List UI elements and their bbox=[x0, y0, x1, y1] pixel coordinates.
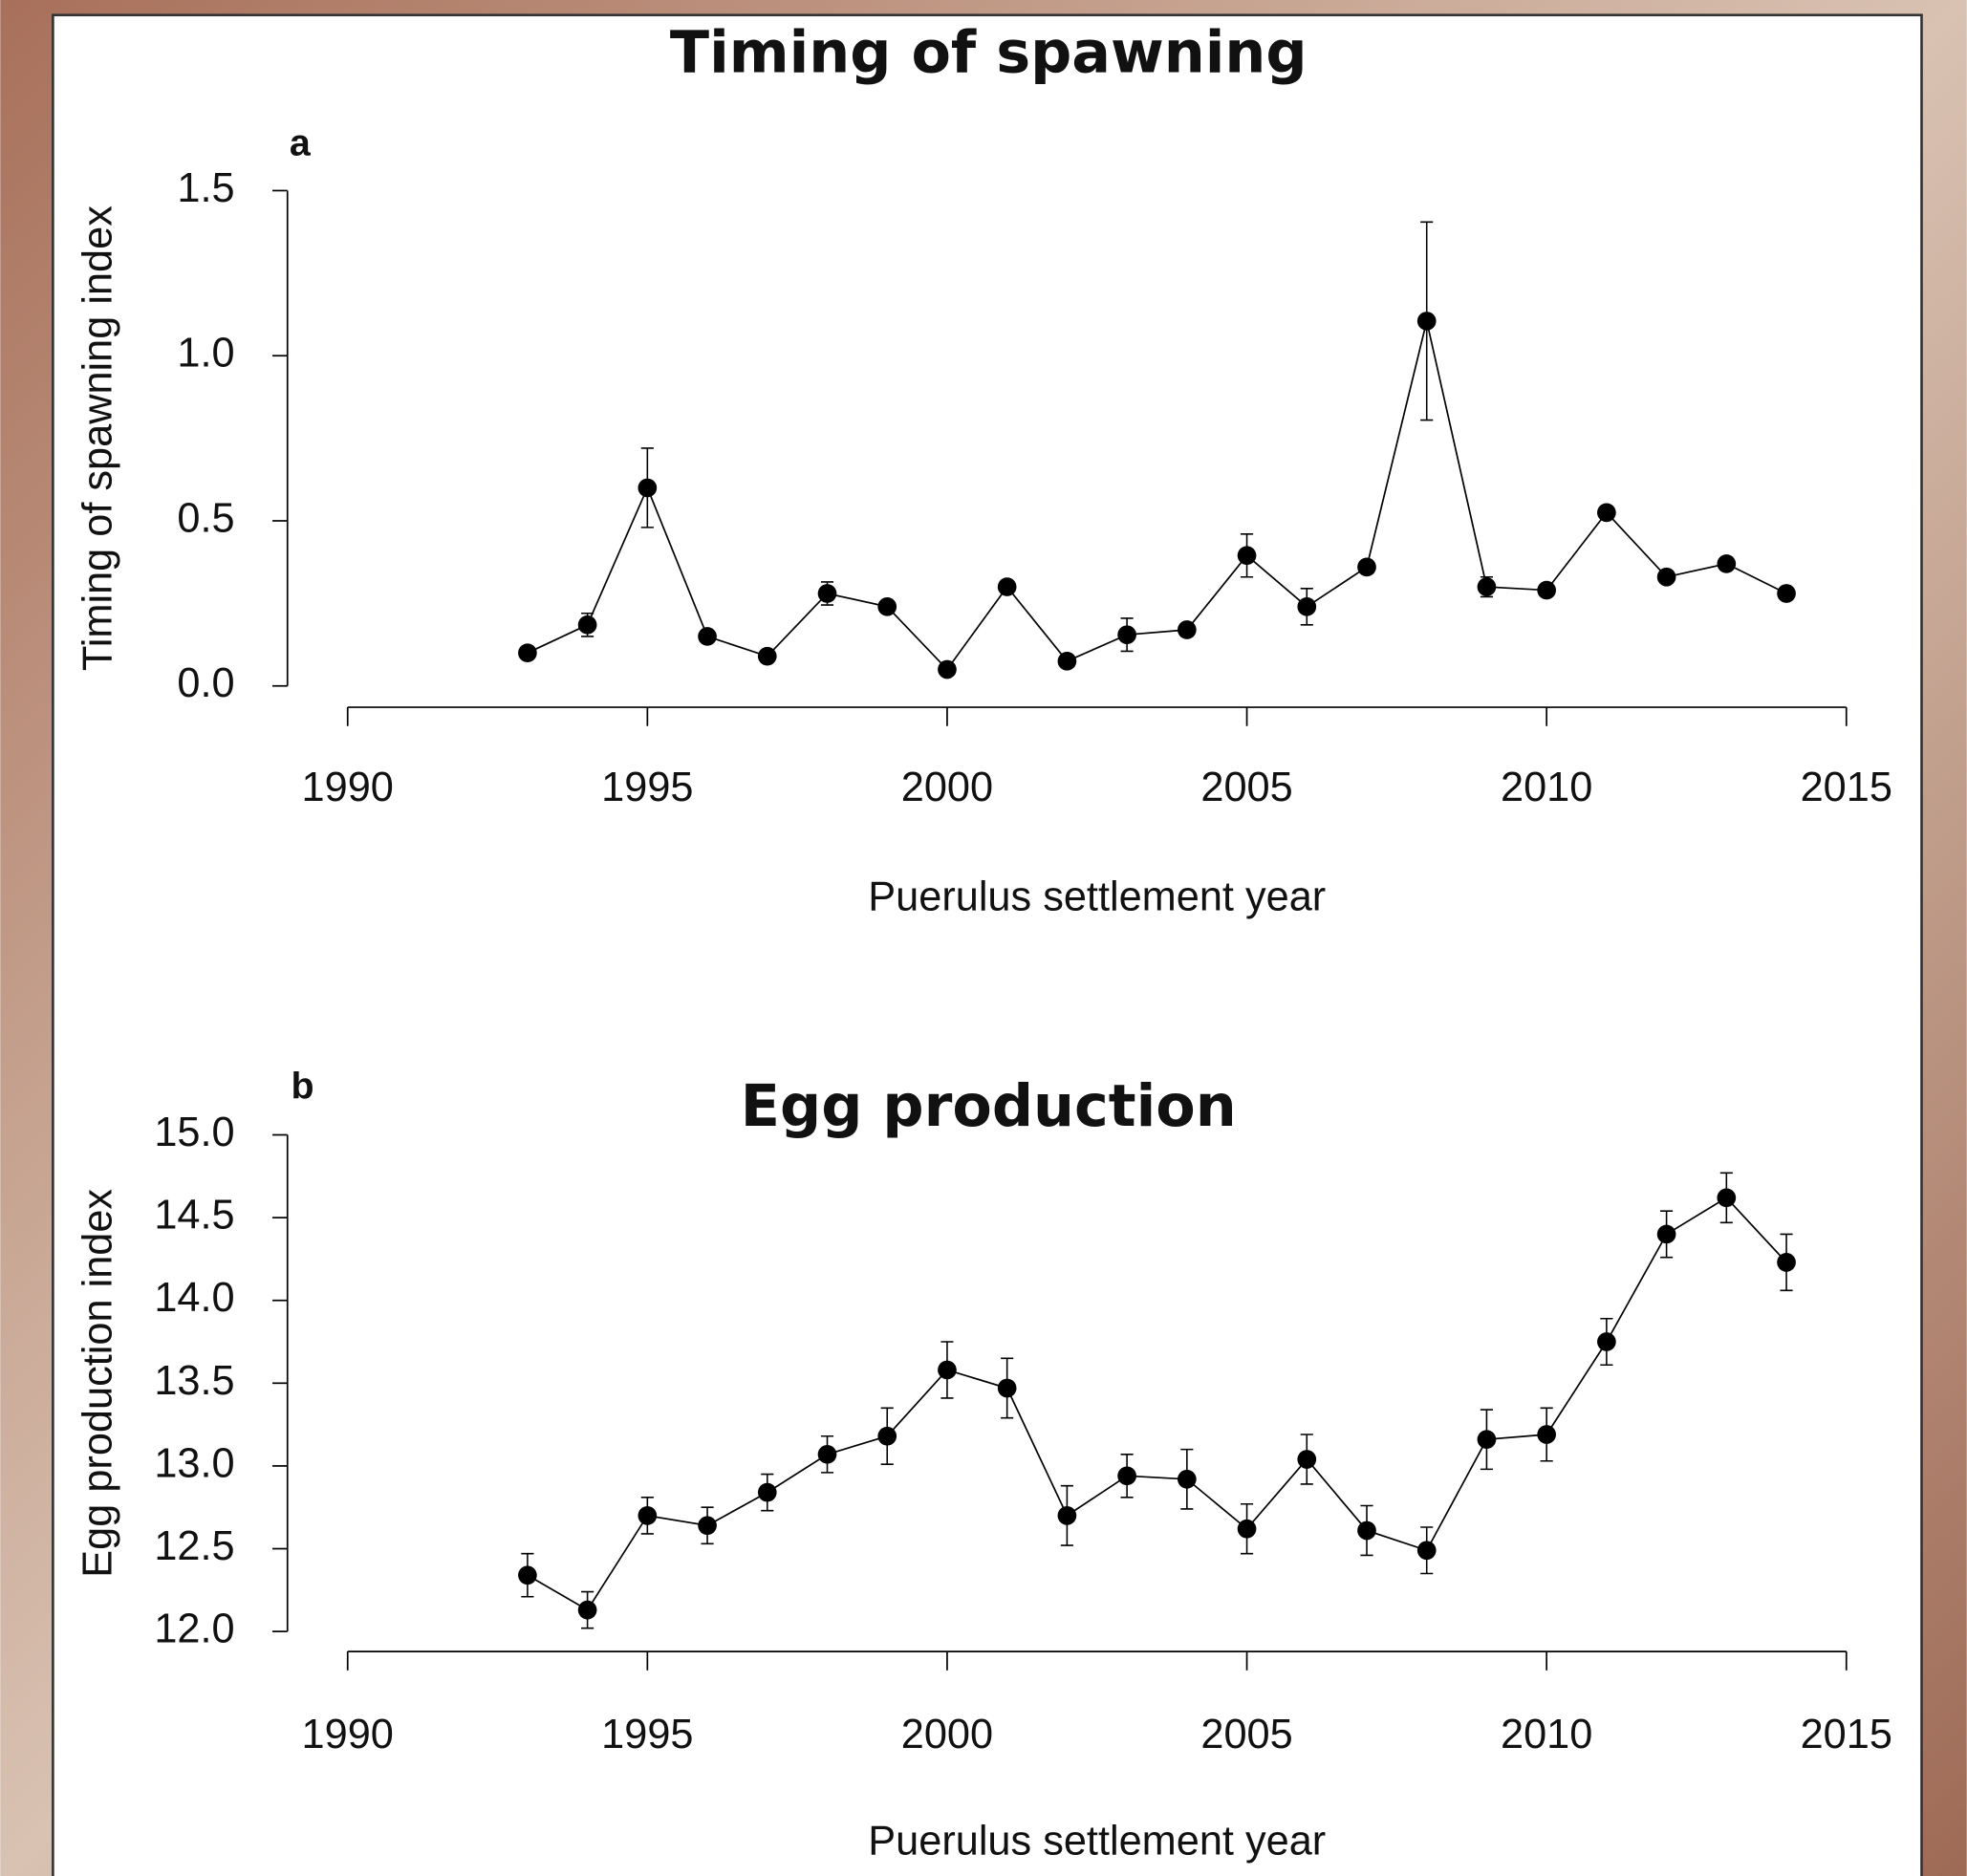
y-tick-label: 0.5 bbox=[177, 495, 234, 541]
data-point bbox=[1417, 1541, 1437, 1560]
y-axis-label: Timing of spawning index bbox=[76, 205, 121, 671]
data-point bbox=[518, 643, 537, 662]
data-point bbox=[938, 660, 957, 679]
figure: Timing of spawning a Puerulus settlement y… bbox=[0, 0, 1967, 1876]
data-point bbox=[938, 1361, 957, 1380]
data-point bbox=[1357, 1521, 1376, 1541]
x-tick-label: 2005 bbox=[1200, 765, 1292, 810]
data-point bbox=[1478, 1430, 1497, 1449]
chart-title: Timing of spawning bbox=[670, 20, 1308, 87]
y-tick-label: 15.0 bbox=[154, 1110, 234, 1155]
data-point bbox=[698, 627, 717, 646]
data-point bbox=[1238, 1520, 1257, 1539]
x-tick-label: 1995 bbox=[601, 765, 693, 810]
data-point bbox=[1597, 504, 1616, 523]
x-tick-label: 1990 bbox=[302, 765, 394, 810]
data-point bbox=[758, 647, 777, 666]
data-point bbox=[1717, 554, 1736, 573]
data-point bbox=[1178, 1470, 1197, 1489]
data-point bbox=[1657, 568, 1676, 587]
y-tick-label: 1.5 bbox=[177, 165, 234, 211]
data-point bbox=[1297, 1450, 1316, 1469]
data-point bbox=[998, 577, 1017, 596]
x-tick-label: 1990 bbox=[302, 1712, 394, 1757]
y-tick-label: 14.0 bbox=[154, 1275, 234, 1321]
chart-title: Egg production bbox=[741, 1073, 1237, 1140]
data-point bbox=[1058, 1506, 1077, 1525]
data-point bbox=[1117, 1466, 1136, 1485]
data-point bbox=[1238, 546, 1257, 565]
data-point bbox=[1777, 1253, 1796, 1272]
y-tick-label: 12.5 bbox=[154, 1523, 234, 1569]
y-tick-label: 14.5 bbox=[154, 1193, 234, 1239]
x-tick-label: 2015 bbox=[1801, 1712, 1892, 1757]
data-point bbox=[1717, 1188, 1736, 1207]
y-axis-label: Egg production index bbox=[76, 1189, 121, 1578]
data-point bbox=[1417, 312, 1437, 331]
x-axis-label: Puerulus settlement year bbox=[868, 1818, 1326, 1864]
data-point bbox=[998, 1379, 1017, 1398]
y-tick-label: 1.0 bbox=[177, 331, 234, 377]
data-point bbox=[818, 584, 837, 603]
data-point bbox=[638, 1506, 657, 1525]
y-tick-label: 13.0 bbox=[154, 1440, 234, 1486]
panel-label: b bbox=[291, 1065, 313, 1107]
data-point bbox=[1478, 577, 1497, 596]
page: Timing of spawning a Puerulus settlement y… bbox=[0, 0, 1967, 1876]
data-point bbox=[1117, 625, 1136, 644]
data-point bbox=[1537, 1425, 1556, 1444]
data-point bbox=[1657, 1225, 1676, 1244]
data-point bbox=[698, 1516, 717, 1535]
data-point bbox=[818, 1445, 837, 1464]
data-point bbox=[578, 615, 597, 635]
x-tick-label: 2000 bbox=[901, 1712, 993, 1757]
data-point bbox=[518, 1565, 537, 1585]
data-point bbox=[1178, 620, 1197, 639]
data-point bbox=[877, 597, 897, 616]
data-point bbox=[1297, 597, 1316, 616]
x-tick-label: 2000 bbox=[901, 765, 993, 810]
data-point bbox=[638, 479, 657, 498]
y-tick-label: 0.0 bbox=[177, 660, 234, 706]
x-tick-label: 2005 bbox=[1200, 1712, 1292, 1757]
panel bbox=[53, 15, 1921, 1876]
x-tick-label: 2010 bbox=[1501, 765, 1592, 810]
y-tick-label: 13.5 bbox=[154, 1358, 234, 1404]
panel-label: a bbox=[290, 122, 312, 164]
x-tick-label: 2010 bbox=[1501, 1712, 1592, 1757]
data-point bbox=[1777, 584, 1796, 603]
data-point bbox=[1058, 652, 1077, 671]
data-point bbox=[758, 1483, 777, 1502]
data-point bbox=[1537, 581, 1556, 600]
data-point bbox=[877, 1427, 897, 1446]
x-tick-label: 1995 bbox=[601, 1712, 693, 1757]
data-point bbox=[1597, 1332, 1616, 1351]
x-tick-label: 2015 bbox=[1801, 765, 1892, 810]
y-tick-label: 12.0 bbox=[154, 1606, 234, 1652]
data-point bbox=[1357, 558, 1376, 577]
data-point bbox=[578, 1601, 597, 1620]
x-axis-label: Puerulus settlement year bbox=[868, 873, 1326, 919]
